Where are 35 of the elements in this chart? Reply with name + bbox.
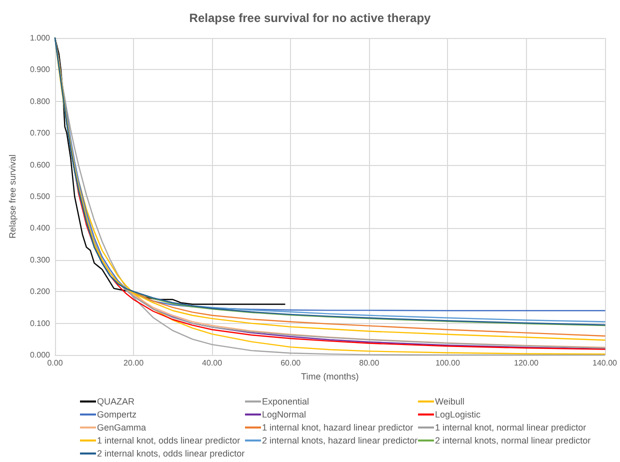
x-tick-label: 140.00 (592, 358, 618, 368)
y-tick-label: 0.700 (30, 128, 51, 138)
legend-label: 1 internal knot, odds linear predictor (97, 436, 240, 446)
y-tick-label: 0.800 (30, 96, 51, 106)
legend-label: Gompertz (97, 410, 138, 420)
x-tick-label: 60.00 (280, 358, 302, 368)
y-tick-label: 0.000 (30, 350, 51, 360)
x-tick-label: 120.00 (514, 358, 540, 368)
legend-label: QUAZAR (97, 396, 136, 406)
y-tick-label: 0.300 (30, 255, 51, 264)
legend-label: 1 internal knot, hazard linear predictor (262, 422, 414, 432)
legend-label: Exponential (262, 396, 310, 406)
x-tick-label: 80.00 (359, 358, 380, 368)
y-tick-label: 0.200 (30, 287, 51, 296)
y-axis-title: Relapse free survival (8, 154, 18, 239)
y-tick-label: 0.100 (30, 318, 51, 328)
x-tick-label: 0.00 (47, 358, 64, 368)
x-tick-label: 20.00 (124, 358, 144, 368)
y-tick-label: 0.900 (30, 65, 51, 74)
legend-label: LogNormal (262, 410, 306, 420)
legend-label: 2 internal knots, hazard linear predictor (262, 436, 418, 446)
x-axis-title: Time (months) (301, 371, 359, 382)
x-tick-label: 40.00 (202, 358, 223, 368)
x-tick-label: 100.00 (435, 358, 460, 368)
y-tick-label: 0.600 (30, 160, 51, 170)
legend-label: LogLogistic (435, 410, 482, 420)
chart-title: Relapse free survival for no active therapy (189, 11, 432, 25)
legend-label: 1 internal knot, normal linear predictor (435, 422, 586, 432)
legend-label: 2 internal knots, normal linear predictor (435, 436, 591, 446)
legend-label: Weibull (435, 396, 464, 406)
legend-label: GenGamma (97, 422, 146, 432)
y-tick-label: 0.400 (30, 224, 51, 233)
y-tick-label: 0.500 (30, 192, 51, 201)
legend-label: 2 internal knots, odds linear predictor (97, 448, 245, 458)
y-tick-label: 1.000 (30, 34, 51, 42)
